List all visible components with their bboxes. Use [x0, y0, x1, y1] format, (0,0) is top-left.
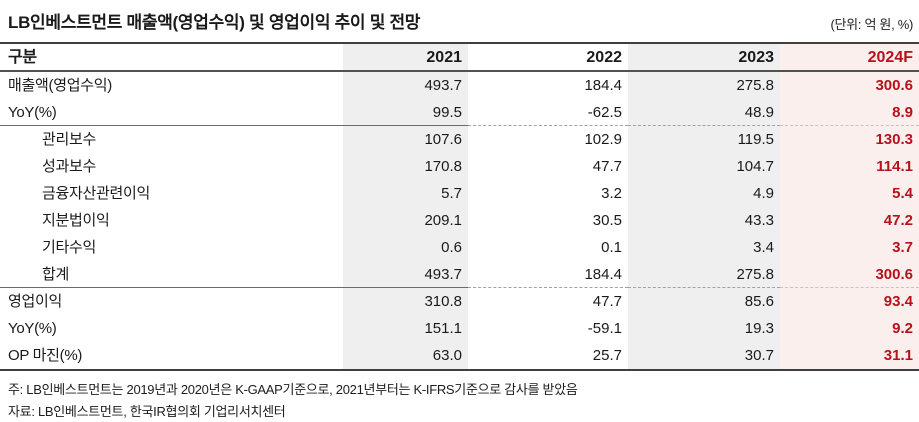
- value-cell-2021: 0.6: [343, 234, 468, 261]
- value-cell-2023: 30.7: [628, 342, 780, 369]
- table-row: 관리보수 107.6 102.9 119.5 130.3: [0, 126, 919, 153]
- value-cell-2021: 493.7: [343, 261, 468, 288]
- value-cell-2023: 275.8: [628, 261, 780, 288]
- value-cell-2022: 184.4: [468, 261, 628, 288]
- value-cell-2023: 48.9: [628, 99, 780, 126]
- value-cell-2023: 85.6: [628, 288, 780, 315]
- table-row: 성과보수 170.8 47.7 104.7 114.1: [0, 153, 919, 180]
- table-row: OP 마진(%) 63.0 25.7 30.7 31.1: [0, 342, 919, 369]
- value-cell-2021: 310.8: [343, 288, 468, 315]
- value-cell-2022: 25.7: [592, 347, 622, 364]
- row-label: YoY(%): [0, 99, 343, 126]
- value-cell-2022: -59.1: [587, 320, 622, 337]
- value-cell-2024f: 93.4: [780, 288, 919, 315]
- table-row: 기타수익 0.6 0.1 3.4 3.7: [0, 234, 919, 261]
- value-cell-2023: 4.9: [628, 180, 780, 207]
- value-cell-2021: 63.0: [343, 342, 468, 369]
- row-label: 성과보수: [42, 158, 97, 175]
- value-cell-2024f: 300.6: [780, 261, 919, 288]
- row-label: OP 마진(%): [8, 347, 83, 364]
- value-cell-2021: 151.1: [343, 315, 468, 342]
- row-label: 관리보수: [42, 131, 97, 148]
- value-cell-2022: 47.7: [592, 293, 622, 310]
- value-cell-2022: 102.9: [584, 131, 622, 148]
- unit-note: (단위: 억 원, %): [830, 17, 913, 32]
- value-cell-2024f: 5.4: [780, 180, 919, 207]
- value-cell-2022: 184.4: [584, 77, 622, 94]
- table-row: 금융자산관련이익 5.7 3.2 4.9 5.4: [0, 180, 919, 207]
- financial-table: 구분 2021 2022 2023 2024F 매출액(영업수익) 493.7 18…: [0, 42, 919, 371]
- value-cell-2021: 107.6: [343, 126, 468, 153]
- row-label: 기타수익: [42, 239, 97, 256]
- value-cell-2024f: 3.7: [780, 234, 919, 261]
- footnote-basis: 주: LB인베스트먼트는 2019년과 2020년은 K-GAAP기준으로, 2…: [8, 382, 578, 397]
- value-cell-2022: 30.5: [592, 212, 622, 229]
- column-header-2022: 2022: [586, 49, 622, 66]
- value-cell-2022: 47.7: [592, 158, 622, 175]
- row-label: 금융자산관련이익: [42, 185, 151, 202]
- table-title: LB인베스트먼트 매출액(영업수익) 및 영업이익 추이 및 전망: [8, 13, 421, 32]
- value-cell-2023: 43.3: [628, 207, 780, 234]
- table-row: 매출액(영업수익) 493.7 184.4 275.8 300.6: [0, 72, 919, 99]
- title-bar: LB인베스트먼트 매출액(영업수익) 및 영업이익 추이 및 전망 (단위: 억…: [0, 6, 919, 42]
- value-cell-2024f: 130.3: [780, 126, 919, 153]
- table-row: YoY(%) 151.1 -59.1 19.3 9.2: [0, 315, 919, 342]
- row-label: 매출액(영업수익): [8, 77, 112, 94]
- row-label: 지분법이익: [42, 212, 110, 229]
- value-cell-2022: 0.1: [601, 239, 622, 256]
- value-cell-2023: 119.5: [628, 126, 780, 153]
- value-cell-2024f: 114.1: [780, 153, 919, 180]
- column-header-category: 구분: [8, 49, 37, 66]
- column-header-2023: 2023: [628, 44, 780, 70]
- value-cell-2023: 3.4: [628, 234, 780, 261]
- table-body: 매출액(영업수익) 493.7 184.4 275.8 300.6 YoY(%) 99.5-…: [0, 72, 919, 369]
- value-cell-2021: 99.5: [343, 99, 468, 126]
- value-cell-2021: 209.1: [343, 207, 468, 234]
- value-cell-2024f: 8.9: [780, 99, 919, 126]
- row-label: 합계: [0, 261, 343, 288]
- table-row: 영업이익 310.8 47.7 85.6 93.4: [0, 288, 919, 315]
- table-header-row: 구분 2021 2022 2023 2024F: [0, 44, 919, 72]
- value-cell-2021: 170.8: [343, 153, 468, 180]
- row-label: YoY(%): [8, 320, 57, 337]
- value-cell-2024f: 47.2: [780, 207, 919, 234]
- value-cell-2021: 493.7: [343, 72, 468, 99]
- value-cell-2022: -62.5: [468, 99, 628, 126]
- value-cell-2023: 104.7: [628, 153, 780, 180]
- footnotes: 주: LB인베스트먼트는 2019년과 2020년은 K-GAAP기준으로, 2…: [0, 371, 919, 422]
- value-cell-2024f: 9.2: [780, 315, 919, 342]
- value-cell-2021: 5.7: [343, 180, 468, 207]
- value-cell-2024f: 300.6: [780, 72, 919, 99]
- column-header-2024f: 2024F: [780, 44, 919, 70]
- row-label: 영업이익: [8, 293, 63, 310]
- footnote-source: 자료: LB인베스트먼트, 한국IR협의회 기업리서치센터: [8, 404, 286, 419]
- column-header-2021: 2021: [343, 44, 468, 70]
- value-cell-2023: 275.8: [628, 72, 780, 99]
- value-cell-2023: 19.3: [628, 315, 780, 342]
- value-cell-2022: 3.2: [601, 185, 622, 202]
- table-row: 지분법이익 209.1 30.5 43.3 47.2: [0, 207, 919, 234]
- table-row: 합계 493.7 184.4 275.8 300.6: [0, 261, 919, 288]
- value-cell-2024f: 31.1: [780, 342, 919, 369]
- table-row: YoY(%) 99.5 -62.5 48.9 8.9: [0, 99, 919, 126]
